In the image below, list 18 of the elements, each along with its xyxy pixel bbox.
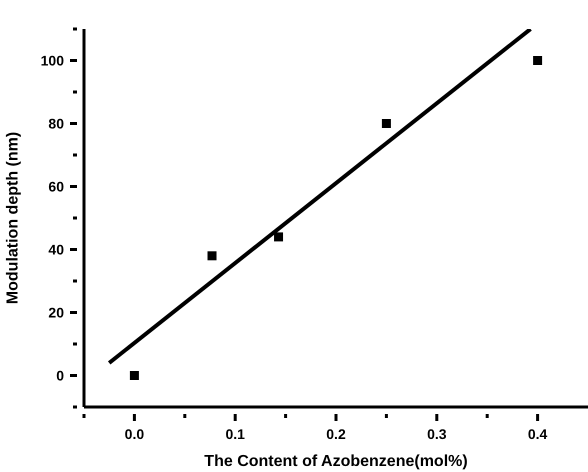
point: [274, 232, 284, 242]
y-tick-label: 0: [56, 368, 64, 384]
x-axis-title: The Content of Azobenzene(mol%): [204, 453, 468, 470]
y-tick-label: 100: [40, 52, 64, 68]
x-tick-label: 0.2: [326, 426, 346, 442]
x-tick-label: 0.0: [124, 426, 144, 442]
point: [382, 119, 391, 128]
point: [130, 371, 139, 380]
x-tick-label: 0.3: [427, 426, 447, 442]
y-axis-title: Modulation depth (nm): [4, 132, 22, 304]
x-tick-label: 0.4: [528, 426, 548, 442]
y-tick-label: 80: [48, 116, 64, 132]
y-tick-label: 60: [48, 178, 64, 194]
x-tick-label: 0.1: [225, 426, 246, 442]
y-tick-label: 40: [48, 242, 64, 258]
point: [208, 251, 217, 260]
y-tick-label: 20: [48, 304, 64, 320]
point: [533, 56, 542, 65]
